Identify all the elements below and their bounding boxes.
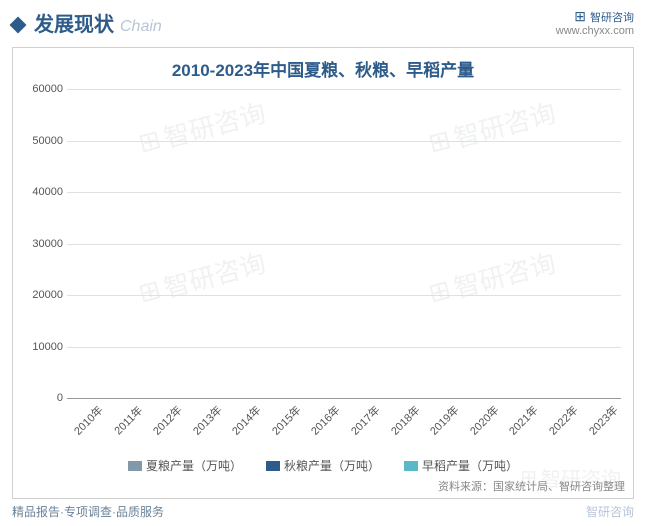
grid-line [67, 347, 621, 348]
header: 发展现状 Chain ⊞ 智研咨询 www.chyxx.com [0, 0, 646, 41]
footer-brand: 智研咨询 [586, 503, 634, 520]
chart-title: 2010-2023年中国夏粮、秋粮、早稻产量 [21, 56, 625, 81]
source-text: 资料来源：国家统计局、智研咨询整理 [21, 478, 625, 494]
chart-container: 2010-2023年中国夏粮、秋粮、早稻产量 ⊞智研咨询 ⊞智研咨询 ⊞智研咨询… [12, 47, 634, 499]
header-title-cn: 发展现状 [34, 8, 114, 37]
brand-name: 智研咨询 [590, 9, 634, 25]
legend-swatch [128, 461, 142, 471]
grid-line [67, 192, 621, 193]
grid-line [67, 141, 621, 142]
legend-swatch [404, 461, 418, 471]
logo-icon: ⊞ [574, 8, 586, 25]
y-tick-label: 40000 [21, 186, 63, 198]
y-tick-label: 60000 [21, 83, 63, 95]
x-axis: 2010年2011年2012年2013年2014年2015年2016年2017年… [67, 399, 621, 455]
grid-line [67, 295, 621, 296]
y-tick-label: 10000 [21, 341, 63, 353]
legend-item: 秋粮产量（万吨） [266, 457, 380, 474]
header-right: ⊞ 智研咨询 www.chyxx.com [556, 8, 634, 37]
grid-line [67, 89, 621, 90]
y-tick-label: 30000 [21, 238, 63, 250]
footer-left: 精品报告·专项调查·品质服务 [12, 503, 164, 520]
grid-line [67, 244, 621, 245]
y-tick-label: 50000 [21, 135, 63, 147]
header-title-en: Chain [120, 18, 162, 36]
plot-area: ⊞智研咨询 ⊞智研咨询 ⊞智研咨询 ⊞智研咨询 0100002000030000… [67, 89, 621, 399]
brand-url: www.chyxx.com [556, 25, 634, 37]
y-tick-label: 0 [21, 392, 63, 404]
header-left: 发展现状 Chain [12, 8, 162, 37]
diamond-icon [10, 17, 27, 34]
footer: 精品报告·专项调查·品质服务 智研咨询 [0, 499, 646, 524]
y-tick-label: 20000 [21, 289, 63, 301]
